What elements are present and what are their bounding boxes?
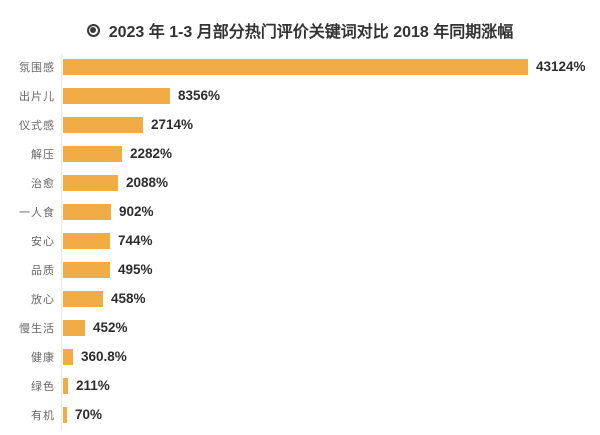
bar-value: 744%: [118, 233, 153, 248]
bar-row: 放心 458%: [0, 284, 600, 313]
bar-value: 902%: [119, 204, 154, 219]
bar-row: 出片儿 8356%: [0, 81, 600, 110]
bar-value: 452%: [93, 320, 128, 335]
bar-value: 2282%: [130, 146, 173, 161]
bar-label: 解压: [31, 148, 55, 161]
bar: [63, 290, 103, 307]
bar: [63, 261, 110, 278]
bar-label: 健康: [31, 351, 55, 364]
bar-label: 绿色: [31, 380, 55, 393]
bullseye-icon: [86, 23, 100, 37]
bar-value: 211%: [76, 378, 110, 393]
bar-label: 品质: [31, 264, 55, 277]
bar-value: 495%: [118, 262, 153, 277]
bar: [63, 406, 67, 423]
bar-row: 健康 360.8%: [0, 342, 600, 371]
bar-value: 43124%: [536, 59, 586, 74]
bar-row: 解压 2282%: [0, 139, 600, 168]
axis-line: [61, 54, 62, 431]
bar-row: 一人食 902%: [0, 197, 600, 226]
bar: [63, 174, 118, 191]
bar-row: 有机 70%: [0, 400, 600, 429]
bar-rows: 氛围感 43124% 出片儿 8356% 仪式感 2714% 解压 2282% 治愈 2088% 一…: [0, 52, 600, 429]
bar-label: 放心: [31, 293, 55, 306]
bar-label: 慢生活: [19, 322, 55, 335]
bar-label: 仪式感: [19, 119, 55, 132]
bar-value: 2088%: [126, 175, 169, 190]
bar-row: 品质 495%: [0, 255, 600, 284]
chart-title: 2023 年 1-3 月部分热门评价关键词对比 2018 年同期涨幅: [108, 24, 514, 41]
bar-row: 慢生活 452%: [0, 313, 600, 342]
bar-row: 治愈 2088%: [0, 168, 600, 197]
bar-row: 绿色 211%: [0, 371, 600, 400]
bar: [63, 232, 110, 249]
bar-value: 2714%: [151, 117, 194, 132]
bar-label: 氛围感: [19, 61, 55, 74]
chart-header: 2023 年 1-3 月部分热门评价关键词对比 2018 年同期涨幅: [0, 0, 600, 41]
bar: [63, 319, 85, 336]
bar: [63, 348, 73, 365]
bar-value: 8356%: [178, 88, 221, 103]
bar: [63, 116, 143, 133]
bar-label: 有机: [31, 409, 55, 422]
bar: [63, 145, 122, 162]
bar-row: 安心 744%: [0, 226, 600, 255]
bar-label: 治愈: [31, 177, 55, 190]
bar-row: 仪式感 2714%: [0, 110, 600, 139]
bar: [63, 87, 170, 104]
bar-chart: 氛围感 43124% 出片儿 8356% 仪式感 2714% 解压 2282% 治愈 2088% 一…: [0, 52, 600, 431]
bar-value: 360.8%: [81, 349, 127, 364]
bar: [63, 377, 68, 394]
bar-label: 出片儿: [19, 90, 55, 103]
bar: [63, 58, 528, 75]
bar-value: 458%: [111, 291, 146, 306]
bar-label: 一人食: [19, 206, 55, 219]
bar-value: 70%: [75, 407, 103, 422]
bar-label: 安心: [31, 235, 55, 248]
bar-row: 氛围感 43124%: [0, 52, 600, 81]
bar: [63, 203, 111, 220]
